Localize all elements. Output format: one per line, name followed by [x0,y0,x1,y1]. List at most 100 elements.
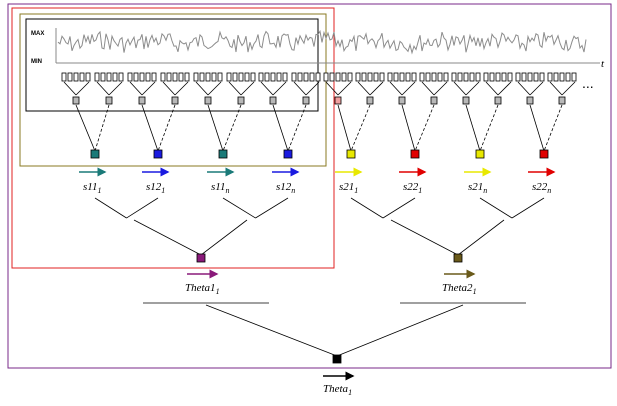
sample-box [127,72,133,82]
level1-link-dashed [94,104,110,152]
sample-link [401,81,416,96]
sample-box [411,72,417,82]
sample-link [465,81,480,96]
sample-link [485,81,499,96]
olive-group-frame [19,13,327,167]
sample-box [79,72,85,82]
sample-box [347,72,353,82]
sample-link [207,81,222,96]
sample-box [199,72,205,82]
sample-link [63,81,77,96]
sample-box [329,72,335,82]
level1-link [401,104,416,152]
sample-link [497,81,512,96]
sample-box [315,72,321,82]
level1-link-dashed [543,104,563,152]
sample-box [559,72,565,82]
level1-node [475,149,485,159]
level1-link [75,104,96,152]
sample-link [129,81,143,96]
sample-box [184,72,190,82]
sample-link [337,81,352,96]
sample-box [565,72,571,82]
sample-box [291,72,297,82]
branch-line [479,197,513,219]
red-group-frame [11,7,335,269]
aggregate-node [204,96,212,105]
sample-link [389,81,403,96]
level1-label: s11n [211,181,229,195]
level1-link [272,104,289,152]
sample-link [75,81,90,96]
sample-box [405,72,411,82]
level1-label: s221 [403,181,422,195]
sample-box [205,72,211,82]
sample-link [228,81,242,96]
sample-link [561,81,576,96]
sample-box [270,72,276,82]
level3-node [332,354,342,364]
outer-frame [7,3,612,369]
sample-box [451,72,457,82]
sample-box [399,72,405,82]
sample-box [226,72,232,82]
wiring [63,81,576,381]
level2-link [133,219,202,256]
sample-box [419,72,425,82]
level1-link-dashed [287,104,307,152]
sample-box [393,72,399,82]
branch-line [222,197,256,219]
sample-box [160,72,166,82]
aggregate-node [462,96,470,105]
branch-line [350,197,384,219]
level1-link [529,104,545,152]
branch-line [382,197,416,219]
sample-box [547,72,553,82]
level1-link [141,104,159,152]
level1-link-dashed [350,104,371,152]
level1-node [410,149,420,159]
sample-box [355,72,361,82]
sample-box [244,72,250,82]
sample-box [297,72,303,82]
level3-label: Theta1 [323,383,352,397]
level1-node [539,149,549,159]
sample-box [361,72,367,82]
sample-box [178,72,184,82]
sample-box [553,72,559,82]
signal-panel [25,18,319,112]
aggregate-node [558,96,566,105]
sample-link [108,81,123,96]
sample-box [457,72,463,82]
aggregate-node [494,96,502,105]
sample-link [174,81,189,96]
sample-box [425,72,431,82]
sample-box [238,72,244,82]
sample-link [369,81,384,96]
axis-time-label: t [601,58,605,70]
sample-box [118,72,124,82]
sample-box [475,72,481,82]
sample-link [240,81,255,96]
sample-box [341,72,347,82]
sample-box [100,72,106,82]
sample-box [507,72,513,82]
sample-box [303,72,309,82]
sample-link [517,81,531,96]
aggregate-node [138,96,146,105]
sample-box [539,72,545,82]
level1-node [153,149,163,159]
level1-node [218,149,228,159]
sample-box [106,72,112,82]
sample-link [421,81,435,96]
aggregate-node [366,96,374,105]
sample-box [501,72,507,82]
level1-label: s211 [339,181,358,195]
sample-box [521,72,527,82]
aggregate-node [269,96,277,105]
sample-box [166,72,172,82]
sample-box [112,72,118,82]
sample-link [141,81,156,96]
level2-label: Theta11 [185,282,220,296]
sample-link [162,81,176,96]
